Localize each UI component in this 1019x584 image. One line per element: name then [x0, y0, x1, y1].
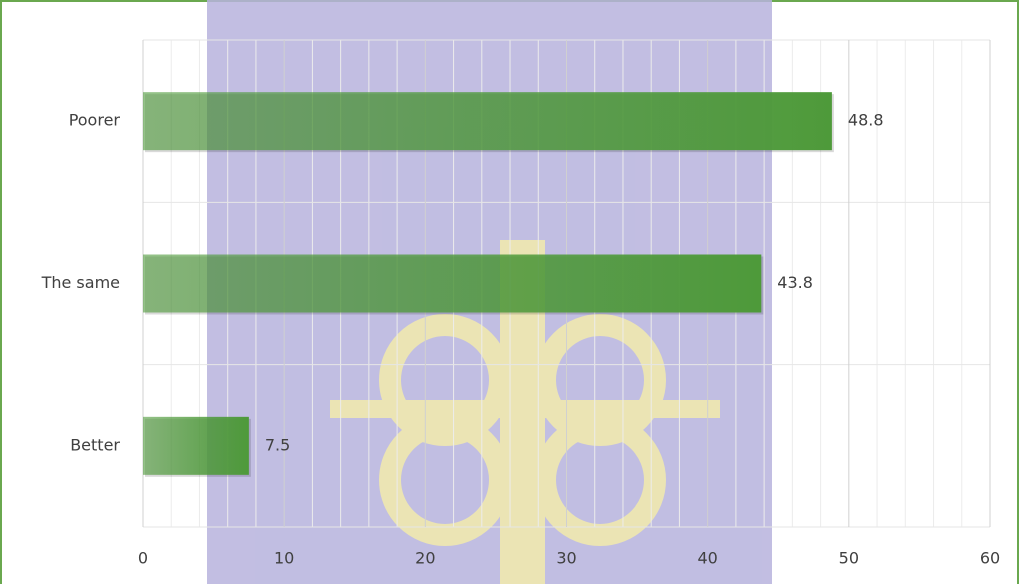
- bar: [143, 254, 762, 313]
- y-tick-label: Better: [70, 435, 120, 454]
- bar: [143, 92, 832, 151]
- value-label: 48.8: [848, 111, 884, 130]
- x-tick-label: 60: [980, 549, 1000, 568]
- x-tick-label: 50: [839, 549, 859, 568]
- y-tick-label: The same: [41, 273, 120, 292]
- x-tick-label: 10: [274, 549, 294, 568]
- x-tick-label: 30: [556, 549, 576, 568]
- value-label: 7.5: [265, 435, 290, 454]
- x-tick-label: 0: [138, 549, 148, 568]
- value-label: 43.8: [777, 273, 813, 292]
- y-tick-label: Poorer: [69, 111, 121, 130]
- x-tick-label: 40: [697, 549, 717, 568]
- x-tick-label: 20: [415, 549, 435, 568]
- bar: [143, 416, 249, 475]
